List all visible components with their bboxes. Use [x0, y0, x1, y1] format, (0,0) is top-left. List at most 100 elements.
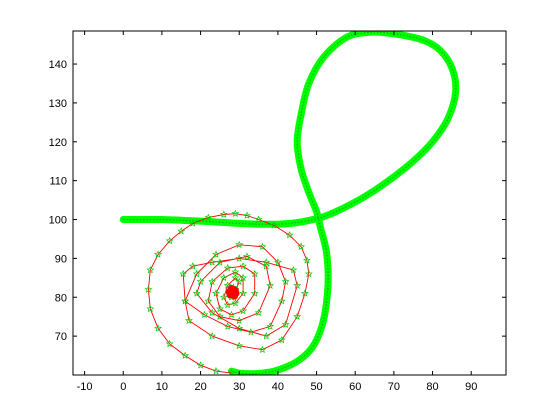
series-point: [188, 219, 197, 227]
series-point: [216, 304, 224, 313]
series-point: [235, 240, 244, 249]
plot-area-frame: [72, 30, 507, 376]
series-point: [293, 312, 302, 321]
series-point: [188, 262, 197, 270]
series-point: [246, 328, 255, 336]
series-point: [144, 285, 153, 293]
series-point: [146, 304, 155, 313]
series-point: [289, 266, 298, 274]
y-tick-label: 110: [49, 176, 67, 188]
series-point: [231, 299, 240, 307]
series-point: [223, 300, 232, 309]
series-point: [179, 269, 188, 278]
series-point: [208, 277, 217, 286]
series-point: [235, 277, 244, 286]
y-tick-label: 100: [49, 215, 67, 227]
axis-ticks: -10 0 10 20 30 40 50 60 70 80 90 70 80 90 100 110 120 130…: [49, 31, 506, 393]
x-tick-label: 20: [194, 381, 206, 393]
series-point: [281, 320, 290, 328]
series-point: [223, 322, 232, 330]
x-tick-label: 80: [426, 381, 438, 393]
series-point: [277, 296, 286, 305]
series-point: [219, 293, 228, 301]
series-point: [192, 289, 201, 297]
y-tick-label: 120: [49, 137, 67, 149]
x-tick-label: 90: [465, 381, 477, 393]
x-tick-label: 0: [120, 381, 126, 393]
series-point: [216, 312, 224, 321]
series-point: [297, 242, 305, 251]
series-point: [285, 230, 294, 239]
series-point: [208, 331, 217, 340]
series-point: [208, 308, 217, 317]
y-tick-label: 130: [49, 98, 67, 110]
series-point: [239, 289, 248, 297]
series-point: [239, 273, 248, 282]
series-point: [235, 316, 244, 324]
series-point: [192, 269, 201, 278]
series-point: [165, 236, 174, 245]
series-point: [165, 339, 174, 348]
series-point: [204, 296, 213, 305]
series-point: [304, 269, 313, 278]
series-point: [212, 250, 220, 258]
series-point: [219, 210, 228, 218]
center-cluster-point: [229, 286, 237, 294]
series-point: [212, 367, 220, 375]
series-point: [154, 324, 162, 332]
series-point: [146, 266, 155, 274]
series-point: [266, 281, 275, 289]
series-point: [262, 331, 271, 340]
series-point: [262, 262, 271, 270]
series-point: [200, 310, 209, 319]
series-point: [254, 308, 263, 317]
series-point: [154, 250, 162, 258]
series-point: [303, 256, 311, 264]
series-point: [196, 361, 205, 369]
series-point: [266, 322, 275, 330]
y-tick-label: 140: [49, 59, 67, 71]
x-tick-label: 40: [272, 381, 284, 393]
series-point: [254, 215, 263, 223]
series-point: [212, 289, 220, 297]
series-point: [239, 262, 248, 270]
series-point: [208, 258, 217, 266]
y-tick-label: 80: [55, 292, 67, 304]
red-spiral-series: [147, 213, 310, 374]
series-point: [204, 213, 213, 221]
series-point: [243, 252, 251, 260]
series-point: [227, 310, 236, 319]
series-point: [231, 273, 240, 282]
series-point: [181, 296, 190, 305]
series-point: [219, 273, 228, 282]
series-point: [270, 221, 278, 229]
series-point: [235, 254, 244, 262]
series-point: [181, 351, 190, 359]
series-point: [250, 289, 259, 297]
x-tick-label: 70: [388, 381, 400, 393]
series-point: [196, 277, 205, 286]
x-tick-label: 10: [156, 381, 168, 393]
x-tick-label: 30: [233, 381, 245, 393]
series-point: [223, 281, 232, 289]
series-point: [277, 335, 286, 344]
series-point: [281, 277, 290, 286]
series-point: [231, 267, 240, 276]
series-point: [177, 227, 186, 235]
series-point: [235, 341, 244, 350]
y-tick-label: 90: [55, 253, 67, 265]
series-point: [239, 306, 248, 315]
series-point: [250, 269, 259, 278]
series-point: [216, 258, 224, 266]
series-point: [185, 316, 193, 324]
x-tick-label: 50: [310, 381, 322, 393]
series-layer: [119, 31, 460, 375]
series-point: [235, 324, 244, 332]
x-tick-label: 60: [349, 381, 361, 393]
series-point: [258, 345, 267, 354]
y-tick-label: 70: [55, 331, 67, 343]
series-point: [231, 209, 240, 218]
